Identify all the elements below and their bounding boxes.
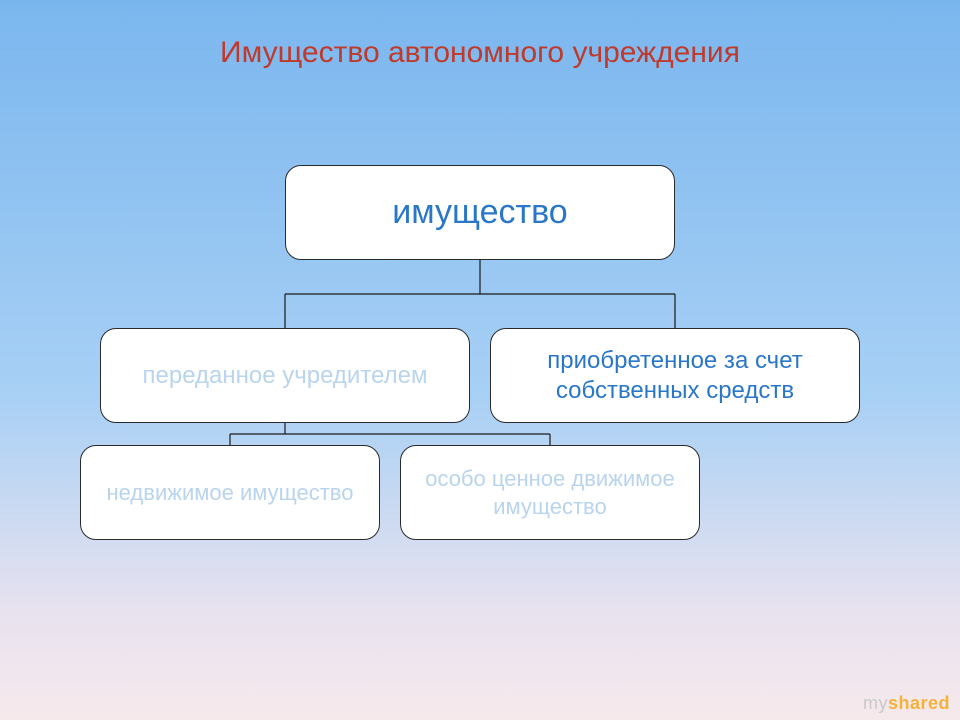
node-right-label: приобретенное за счет собственных средст… xyxy=(505,346,845,406)
node-valuable-movable-property: особо ценное движимое имущество xyxy=(400,445,700,540)
node-root: имущество xyxy=(285,165,675,260)
watermark-accent: shared xyxy=(888,693,950,713)
watermark: myshared xyxy=(863,693,950,714)
node-root-label: имущество xyxy=(392,191,567,234)
watermark-prefix: my xyxy=(863,693,888,713)
node-acquired-own-funds: приобретенное за счет собственных средст… xyxy=(490,328,860,423)
node-immovable-property: недвижимое имущество xyxy=(80,445,380,540)
slide-title-text: Имущество автономного учреждения xyxy=(220,36,740,69)
slide-canvas: Имущество автономного учреждения имущест… xyxy=(0,0,960,720)
node-left-b-label: особо ценное движимое имущество xyxy=(415,465,685,520)
node-transferred-by-founder: переданное учредителем xyxy=(100,328,470,423)
node-left-label: переданное учредителем xyxy=(143,361,428,391)
node-left-a-label: недвижимое имущество xyxy=(107,479,354,507)
slide-title: Имущество автономного учреждения xyxy=(0,36,960,70)
